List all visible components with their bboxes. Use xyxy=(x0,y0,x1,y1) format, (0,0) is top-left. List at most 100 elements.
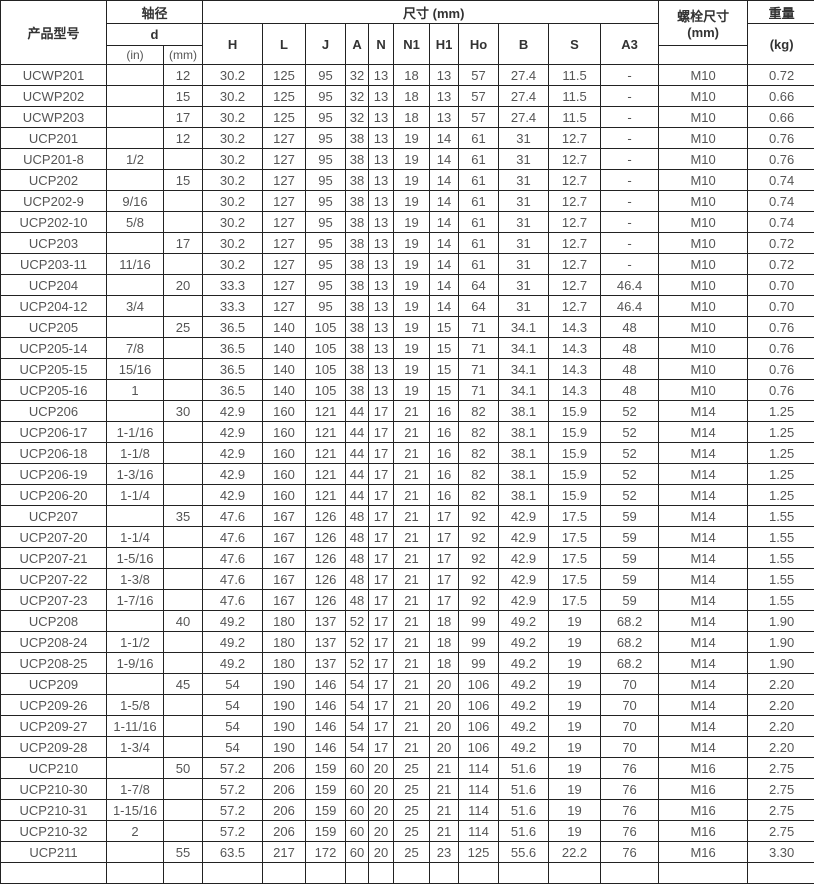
cell-shaft-in: 9/16 xyxy=(107,191,164,212)
cell-model: UCP202-10 xyxy=(1,212,107,233)
cell-h: 54 xyxy=(203,737,263,758)
cell-n: 17 xyxy=(369,548,394,569)
cell-b: 38.1 xyxy=(499,422,549,443)
cell-bolt: M14 xyxy=(659,401,748,422)
cell-l: 160 xyxy=(263,485,306,506)
cell-a3: 52 xyxy=(601,485,659,506)
cell-model: UCP206-17 xyxy=(1,422,107,443)
cell-empty xyxy=(369,863,394,884)
cell-a3: 68.2 xyxy=(601,611,659,632)
cell-l: 125 xyxy=(263,86,306,107)
header-dim-j: J xyxy=(306,24,346,65)
cell-a: 52 xyxy=(346,611,369,632)
cell-empty xyxy=(107,863,164,884)
cell-s: 11.5 xyxy=(549,107,601,128)
header-shaft: 轴径 xyxy=(107,1,203,24)
cell-n: 13 xyxy=(369,254,394,275)
cell-n: 20 xyxy=(369,821,394,842)
cell-shaft-in xyxy=(107,317,164,338)
cell-n: 17 xyxy=(369,695,394,716)
cell-n: 17 xyxy=(369,674,394,695)
cell-h: 57.2 xyxy=(203,821,263,842)
cell-n: 17 xyxy=(369,527,394,548)
cell-h1: 14 xyxy=(430,128,459,149)
cell-a3: 68.2 xyxy=(601,653,659,674)
cell-s: 17.5 xyxy=(549,590,601,611)
cell-n1: 25 xyxy=(394,779,430,800)
cell-s: 12.7 xyxy=(549,212,601,233)
cell-weight: 0.74 xyxy=(748,170,814,191)
cell-n: 17 xyxy=(369,716,394,737)
cell-l: 140 xyxy=(263,338,306,359)
cell-h1: 14 xyxy=(430,254,459,275)
header-dim-s: S xyxy=(549,24,601,65)
cell-s: 12.7 xyxy=(549,275,601,296)
cell-bolt: M10 xyxy=(659,65,748,86)
cell-h: 30.2 xyxy=(203,170,263,191)
cell-shaft-mm xyxy=(164,443,203,464)
cell-shaft-mm xyxy=(164,338,203,359)
cell-l: 127 xyxy=(263,275,306,296)
cell-b: 31 xyxy=(499,296,549,317)
cell-bolt: M10 xyxy=(659,233,748,254)
cell-j: 95 xyxy=(306,128,346,149)
cell-a: 38 xyxy=(346,275,369,296)
cell-weight: 1.55 xyxy=(748,569,814,590)
cell-a: 38 xyxy=(346,170,369,191)
cell-weight: 0.76 xyxy=(748,149,814,170)
cell-weight: 0.72 xyxy=(748,233,814,254)
cell-j: 95 xyxy=(306,65,346,86)
cell-j: 105 xyxy=(306,359,346,380)
cell-s: 12.7 xyxy=(549,149,601,170)
cell-n1: 21 xyxy=(394,464,430,485)
cell-a: 38 xyxy=(346,317,369,338)
cell-h: 47.6 xyxy=(203,569,263,590)
cell-bolt: M14 xyxy=(659,506,748,527)
cell-bolt: M16 xyxy=(659,821,748,842)
cell-h: 54 xyxy=(203,695,263,716)
cell-h: 42.9 xyxy=(203,401,263,422)
cell-n1: 19 xyxy=(394,191,430,212)
cell-bolt: M16 xyxy=(659,779,748,800)
cell-weight: 1.55 xyxy=(748,590,814,611)
cell-j: 95 xyxy=(306,107,346,128)
cell-s: 19 xyxy=(549,653,601,674)
cell-h1: 14 xyxy=(430,212,459,233)
cell-n: 17 xyxy=(369,590,394,611)
cell-b: 51.6 xyxy=(499,758,549,779)
cell-model: UCP209-27 xyxy=(1,716,107,737)
cell-s: 14.3 xyxy=(549,359,601,380)
cell-shaft-in xyxy=(107,233,164,254)
cell-s: 15.9 xyxy=(549,422,601,443)
cell-bolt: M14 xyxy=(659,485,748,506)
cell-a: 38 xyxy=(346,233,369,254)
cell-model: UCP210 xyxy=(1,758,107,779)
cell-j: 126 xyxy=(306,548,346,569)
cell-a3: - xyxy=(601,233,659,254)
cell-ho: 106 xyxy=(459,716,499,737)
cell-h1: 16 xyxy=(430,464,459,485)
cell-l: 160 xyxy=(263,443,306,464)
cell-b: 55.6 xyxy=(499,842,549,863)
cell-n: 13 xyxy=(369,107,394,128)
cell-shaft-in xyxy=(107,611,164,632)
cell-n: 13 xyxy=(369,65,394,86)
cell-model: UCP205-14 xyxy=(1,338,107,359)
cell-ho: 61 xyxy=(459,170,499,191)
cell-shaft-in: 1-1/2 xyxy=(107,632,164,653)
cell-h: 33.3 xyxy=(203,296,263,317)
cell-weight: 0.74 xyxy=(748,212,814,233)
cell-weight: 2.20 xyxy=(748,695,814,716)
cell-n1: 18 xyxy=(394,86,430,107)
cell-shaft-mm xyxy=(164,737,203,758)
cell-a3: 70 xyxy=(601,716,659,737)
cell-n1: 19 xyxy=(394,254,430,275)
